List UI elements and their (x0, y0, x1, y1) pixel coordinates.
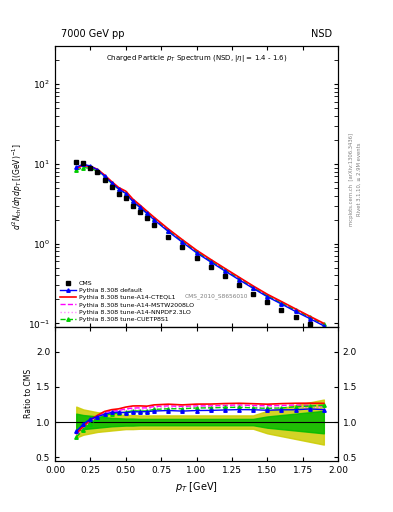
Text: 7000 GeV pp: 7000 GeV pp (61, 29, 124, 39)
Text: NSD: NSD (311, 29, 332, 39)
Text: CMS_2010_S8656010: CMS_2010_S8656010 (185, 293, 248, 299)
Text: mcplots.cern.ch  [arXiv:1306.3436]: mcplots.cern.ch [arXiv:1306.3436] (349, 133, 354, 226)
Text: Charged Particle $p_T$ Spectrum (NSD, $|\eta|$ = 1.4 - 1.6): Charged Particle $p_T$ Spectrum (NSD, $|… (106, 53, 287, 64)
Y-axis label: Ratio to CMS: Ratio to CMS (24, 369, 33, 418)
Legend: CMS, Pythia 8.308 default, Pythia 8.308 tune-A14-CTEQL1, Pythia 8.308 tune-A14-M: CMS, Pythia 8.308 default, Pythia 8.308 … (58, 279, 196, 324)
Text: Rivet 3.1.10, ≥ 2.9M events: Rivet 3.1.10, ≥ 2.9M events (357, 142, 362, 216)
Y-axis label: $d^{2}N_{\rm ch}/d\eta\,dp_{T}\,[(\rm{GeV})^{-1}]$: $d^{2}N_{\rm ch}/d\eta\,dp_{T}\,[(\rm{Ge… (11, 143, 25, 230)
X-axis label: $p_T$ [GeV]: $p_T$ [GeV] (175, 480, 218, 494)
